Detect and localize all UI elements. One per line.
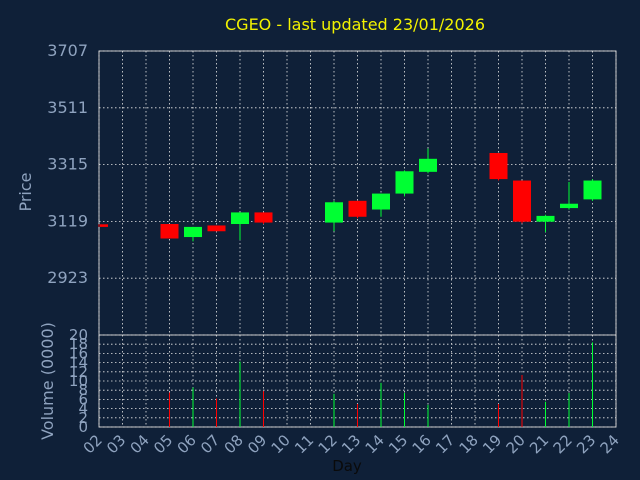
candle-body-up: [372, 193, 390, 210]
candle-body-up: [560, 203, 578, 209]
x-tick-label: 19: [479, 431, 505, 457]
x-tick-label: 09: [244, 431, 270, 457]
x-tick-label: 12: [315, 431, 341, 457]
x-tick-label: 10: [268, 431, 294, 457]
candle-body-up: [395, 171, 414, 194]
volume-tick-label: 18: [69, 335, 88, 353]
volume-bars: [169, 342, 593, 427]
x-tick-label: 08: [221, 431, 247, 457]
x-tick-label: 05: [150, 431, 176, 457]
price-tick-label: 3119: [47, 211, 88, 230]
x-tick-label: 21: [526, 431, 552, 457]
x-tick-label: 06: [174, 431, 200, 457]
volume-tick-label: 6: [78, 390, 88, 408]
volume-tick-label: 16: [69, 344, 88, 362]
x-tick-labels: 0203040506070809101112131415161718192021…: [80, 431, 623, 457]
volume-tick-label: 2: [78, 409, 88, 427]
x-tick-label: 20: [503, 431, 529, 457]
candle-body-down: [100, 224, 108, 227]
x-tick-label: 13: [338, 431, 364, 457]
candle-body-up: [583, 180, 602, 200]
volume-tick-label: 8: [78, 381, 88, 399]
price-tick-labels: 2923 3119 3315 3511 3707: [47, 41, 88, 287]
candle-body-down: [348, 200, 367, 217]
volume-axis-label: Volume (0000): [38, 322, 57, 440]
candle-body-up: [231, 212, 249, 225]
x-tick-label: 03: [103, 431, 129, 457]
candle-body-up: [419, 158, 437, 172]
volume-tick-label: 0: [78, 418, 88, 436]
x-tick-label: 17: [432, 431, 458, 457]
x-tick-label: 18: [456, 431, 482, 457]
chart-title: CGEO - last updated 23/01/2026: [225, 15, 485, 34]
x-tick-label: 14: [362, 431, 388, 457]
volume-tick-label: 10: [69, 372, 88, 390]
price-tick-label: 2923: [47, 268, 88, 287]
volume-tick-label: 4: [78, 400, 88, 418]
x-tick-label: 23: [573, 431, 599, 457]
candle-body-down: [489, 153, 508, 180]
price-tick-label: 3511: [47, 98, 88, 117]
price-axis-label: Price: [16, 172, 35, 211]
volume-tick-label: 20: [69, 326, 88, 344]
candle-body-up: [184, 226, 202, 238]
x-tick-label: 07: [197, 431, 223, 457]
volume-tick-label: 12: [69, 363, 88, 381]
price-tick-label: 3315: [47, 155, 88, 174]
candle-body-down: [207, 225, 226, 232]
price-tick-label: 3707: [47, 41, 88, 60]
candle-body-down: [254, 212, 273, 223]
volume-tick-label: 14: [69, 354, 88, 372]
x-tick-label: 15: [385, 431, 411, 457]
x-tick-label: 11: [291, 431, 317, 457]
x-tick-label: 04: [127, 431, 153, 457]
candles: [98, 148, 602, 242]
candle-body-up: [325, 202, 343, 223]
x-axis-label: Day: [332, 457, 362, 475]
x-tick-label: 24: [597, 431, 623, 457]
x-tick-label: 16: [409, 431, 435, 457]
candle-body-down: [160, 224, 179, 239]
candle-body-up: [536, 215, 555, 222]
x-tick-label: 22: [550, 431, 576, 457]
candle-body-down: [513, 180, 531, 222]
